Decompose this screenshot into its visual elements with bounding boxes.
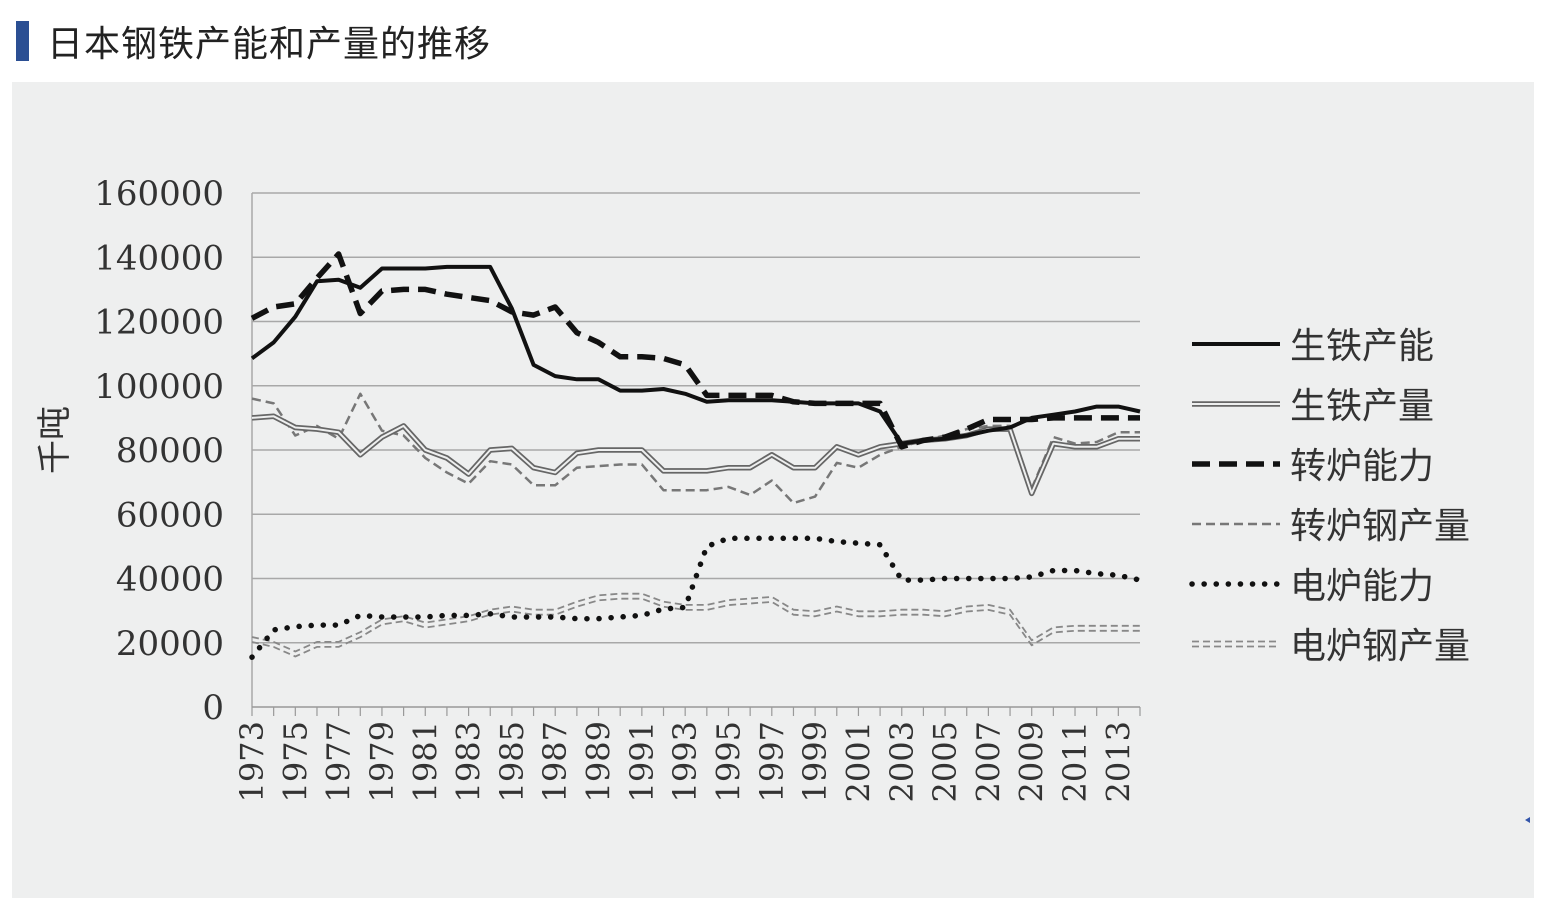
- legend-item-3: 转炉钢产量: [1192, 506, 1470, 547]
- x-tick-label: 2005: [926, 721, 964, 802]
- legend-label-5: 电炉钢产量: [1290, 626, 1470, 667]
- page-title-bar: 日本钢铁产能和产量的推移: [16, 18, 492, 65]
- x-tick-label: 2013: [1099, 721, 1137, 802]
- x-tick-label: 2007: [969, 721, 1007, 802]
- series-lines: [249, 251, 1143, 660]
- x-tick-label: 2001: [839, 721, 877, 802]
- legend-item-0: 生铁产能: [1192, 326, 1434, 367]
- legend-item-5: 电炉钢产量: [1192, 626, 1470, 667]
- x-tick-label: 1993: [666, 721, 704, 802]
- series-line-4: [249, 535, 1143, 660]
- y-axis: 0 20000 40000 60000 80000 100000 120000 140000 1…: [94, 174, 253, 728]
- x-tick-label: 1973: [233, 721, 271, 802]
- x-tick-label: 1985: [493, 721, 531, 802]
- y-tick-label: 20000: [116, 624, 224, 664]
- page-title: 日本钢铁产能和产量的推移: [47, 24, 492, 65]
- legend-label-3: 转炉钢产量: [1290, 506, 1470, 547]
- legend-item-2: 转炉能力: [1192, 446, 1434, 487]
- legend-item-1: 生铁产量: [1192, 386, 1434, 427]
- x-tick-label: 1989: [580, 721, 618, 802]
- series-line-5-a: [251, 592, 1140, 653]
- legend-label-1: 生铁产量: [1290, 386, 1434, 427]
- y-tick-label: 100000: [94, 367, 224, 407]
- x-tick-label: 1983: [450, 721, 488, 802]
- y-tick-label: 80000: [116, 431, 224, 471]
- x-axis: 1973 1975 1977 1979 1981 1983 1985 1987 1989 1991…: [233, 706, 1141, 802]
- y-tick-label: 120000: [94, 303, 224, 343]
- x-tick-label: 2009: [1013, 721, 1051, 802]
- corner-marker-icon: [1525, 817, 1530, 823]
- x-tick-label: 1977: [320, 721, 358, 802]
- legend-label-4: 电炉能力: [1290, 566, 1434, 607]
- grid-lines: [252, 192, 1140, 644]
- legend-item-4: 电炉能力: [1189, 566, 1434, 607]
- legend-label-2: 转炉能力: [1290, 446, 1434, 487]
- y-tick-label: 140000: [94, 238, 224, 278]
- x-tick-label: 1975: [276, 721, 314, 802]
- series-line-2: [250, 251, 1140, 450]
- y-tick-label: 40000: [116, 560, 224, 600]
- x-tick-label: 1991: [623, 721, 661, 802]
- series-line-5-b: [251, 597, 1140, 658]
- x-tick-label: 2003: [883, 721, 921, 802]
- y-axis-label: 千吨: [35, 406, 75, 474]
- x-tick-label: 2011: [1056, 721, 1094, 802]
- x-tick-label: 1997: [753, 721, 791, 802]
- x-tick-label: 1999: [796, 721, 834, 802]
- x-tick-label: 1979: [363, 721, 401, 802]
- line-chart: 0 20000 40000 60000 80000 100000 120000 140000 1…: [35, 174, 1530, 823]
- y-tick-label: 60000: [116, 495, 224, 535]
- chart-panel: 0 20000 40000 60000 80000 100000 120000 140000 1…: [12, 82, 1534, 898]
- series-line-0: [250, 264, 1141, 446]
- x-tick-label: 1981: [406, 721, 444, 802]
- x-tick-label: 1987: [536, 721, 574, 802]
- legend-label-0: 生铁产能: [1290, 326, 1434, 367]
- y-tick-label: 0: [202, 688, 224, 728]
- x-tick-label: 1995: [709, 721, 747, 802]
- title-accent-bar: [16, 21, 29, 61]
- series-line-3: [251, 392, 1140, 505]
- y-tick-label: 160000: [94, 174, 224, 214]
